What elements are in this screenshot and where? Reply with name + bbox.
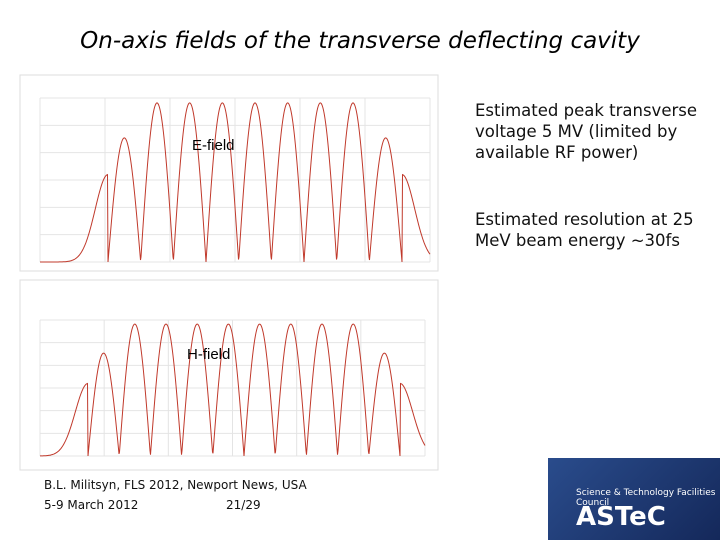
footer-date: 5-9 March 2012 [44, 498, 139, 512]
note: Estimated peak transverse voltage 5 MV (… [475, 101, 698, 162]
field-curve [40, 323, 426, 457]
plots: E-field H-field [19, 74, 439, 471]
plot-label: E-field [192, 137, 235, 154]
plot-frame [19, 74, 439, 272]
logo-name: ASTeC [576, 502, 666, 532]
e-field-plot [39, 97, 431, 263]
plot-label: H-field [187, 346, 230, 363]
footer-text: B.L. Militsyn, FLS 2012, Newport News, U… [44, 478, 307, 492]
logo: Science & Technology Facilities Council … [548, 458, 720, 540]
note: Estimated resolution at 25 MeV beam ener… [475, 210, 694, 250]
logo-council: Science & Technology Facilities Council [576, 488, 716, 508]
h-field-plot [39, 319, 426, 457]
slide-title: On-axis fields of the transverse deflect… [80, 28, 640, 54]
plot-frame [19, 279, 439, 471]
field-curve [40, 102, 431, 263]
page-number: 21/29 [226, 498, 261, 512]
